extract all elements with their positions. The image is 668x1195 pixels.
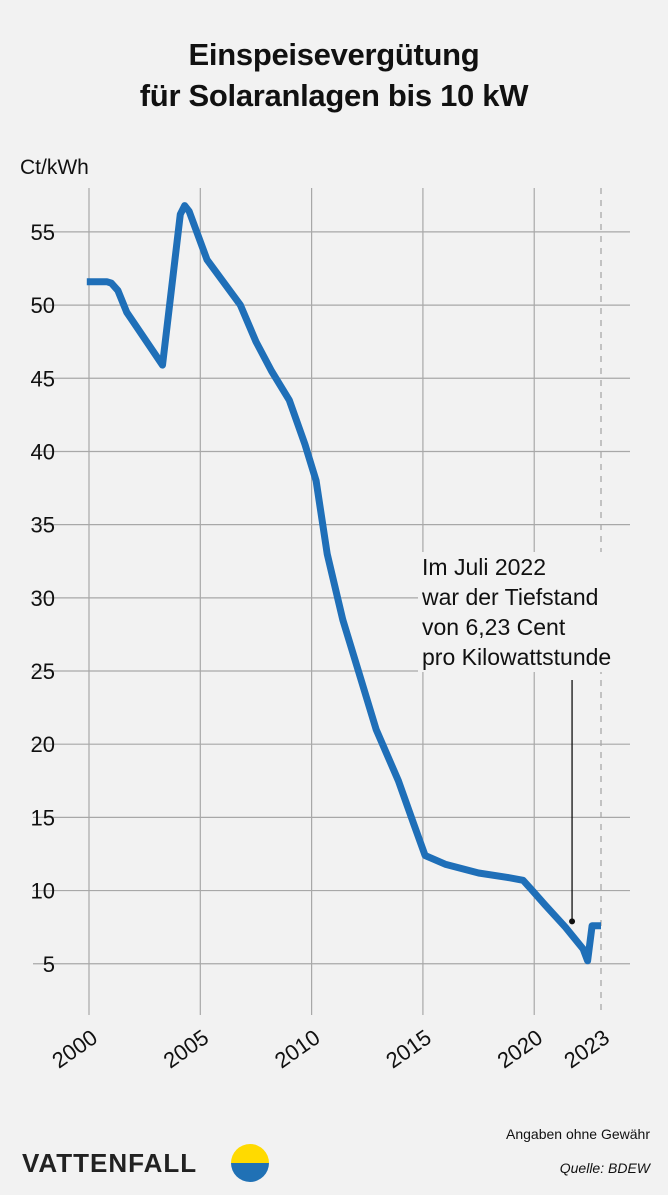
- annotation-text-bg-1: [418, 552, 654, 582]
- x-tick-label-2000: 2000: [47, 1025, 101, 1074]
- y-tick-label-25: 25: [31, 659, 55, 684]
- annotation-text-line-1: Im Juli 2022: [422, 554, 546, 580]
- y-tick-label-15: 15: [31, 805, 55, 830]
- x-tick-label-2015: 2015: [381, 1025, 435, 1074]
- annotation-text-bg-2: [418, 582, 654, 612]
- vattenfall-logo-icon: [231, 1144, 269, 1182]
- chart-title-line-2: für Solaranlagen bis 10 kW: [139, 78, 529, 113]
- x-tick-label-2023: 2023: [559, 1025, 613, 1074]
- y-tick-label-35: 35: [31, 513, 55, 538]
- x-tick-label-2020: 2020: [493, 1025, 547, 1074]
- brand-wordmark: VATTENFALL: [22, 1148, 198, 1178]
- y-axis-label: Ct/kWh: [20, 156, 89, 179]
- annotation-text-line-2: war der Tiefstand: [421, 584, 598, 610]
- annotation-point: [569, 918, 576, 925]
- x-tick-label-2010: 2010: [270, 1025, 324, 1074]
- y-tick-label-50: 50: [31, 293, 55, 318]
- annotation-text-bg-4: [418, 642, 654, 672]
- y-tick-label-45: 45: [31, 366, 55, 391]
- x-tick-label-2005: 2005: [159, 1025, 213, 1074]
- chart-title: Einspeisevergütung für Solaranlagen bis …: [0, 34, 668, 116]
- series-line: [86, 202, 601, 965]
- disclaimer-note: Angaben ohne Gewähr: [506, 1126, 650, 1142]
- y-tick-label-5: 5: [43, 952, 55, 977]
- y-tick-label-20: 20: [31, 732, 55, 757]
- annotation-text-line-3: von 6,23 Cent: [422, 614, 566, 640]
- line-chart: 5 10 15 20 25 30 35 40 45 50 55 2000 2005 2010 2015 202…: [20, 156, 654, 1074]
- annotation-text-bg-3: [418, 612, 654, 642]
- y-tick-label-30: 30: [31, 586, 55, 611]
- y-tick-label-55: 55: [31, 220, 55, 245]
- source-note: Quelle: BDEW: [559, 1160, 650, 1176]
- y-tick-label-10: 10: [31, 879, 55, 904]
- chart-title-line-1: Einspeisevergütung: [188, 37, 480, 72]
- annotation-text-line-4: pro Kilowattstunde: [422, 644, 611, 670]
- y-tick-label-40: 40: [31, 439, 55, 464]
